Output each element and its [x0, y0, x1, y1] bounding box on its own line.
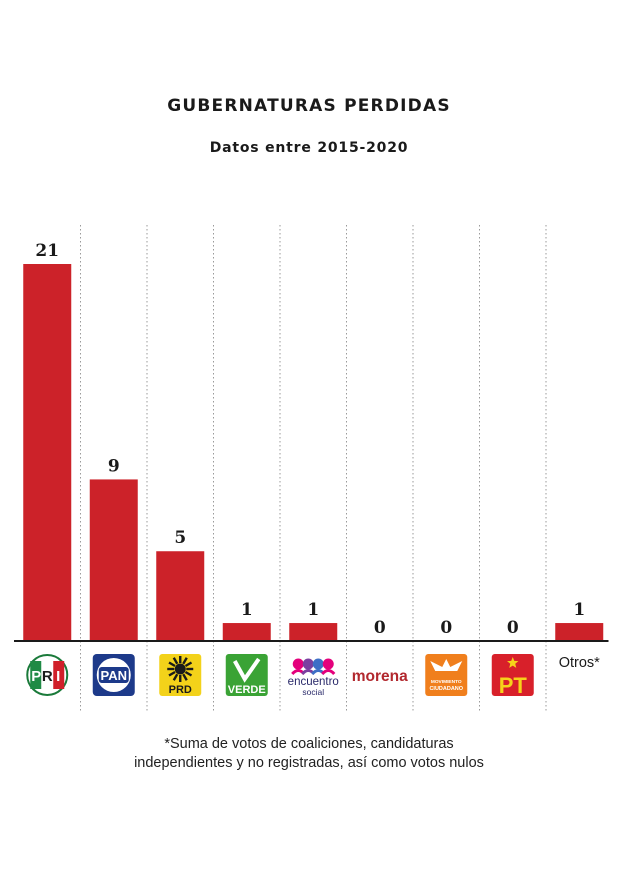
pri-logo-red — [53, 661, 65, 689]
chart-subtitle: Datos entre 2015-2020 — [209, 140, 409, 156]
footnote: *Suma de votos de coaliciones, candidatu… — [0, 735, 618, 773]
encuentro-logo-figure — [322, 658, 334, 670]
verde-logo-text: VERDE — [228, 684, 266, 696]
bar-3 — [156, 551, 205, 641]
movimiento-logo-text2: CIUDADANO — [429, 686, 463, 692]
prd-logo-ray — [182, 673, 188, 681]
bar-1 — [23, 264, 72, 641]
prd-logo-ray — [168, 670, 176, 677]
pri-logo-letter: R — [42, 668, 53, 685]
prd-logo-ray — [184, 661, 193, 668]
prd-logo-ray — [184, 670, 193, 677]
pt-logo-star — [507, 657, 519, 668]
prd-logo-text: PRD — [169, 684, 192, 696]
pri-logo-green — [30, 661, 42, 689]
pt-logo-text: PT — [499, 673, 528, 698]
encuentro-logo-figure — [312, 658, 324, 670]
bar-9 — [555, 623, 604, 641]
chart-title: GUBERNATURAS PERDIDAS — [167, 96, 451, 116]
otros-label: Otros* — [559, 655, 600, 671]
value-label: 5 — [174, 528, 186, 548]
encuentro-logo-body — [321, 669, 336, 676]
movimiento-logo-text: MOVIMIENTO — [431, 679, 462, 685]
encuentro-logo-subtext: social — [302, 687, 324, 697]
verde-logo-check — [233, 657, 261, 683]
value-label: 0 — [440, 618, 452, 638]
pan-logo-band — [98, 667, 129, 683]
footnote-line-2: independientes y no registradas, así com… — [134, 755, 484, 771]
prd-logo-sun — [174, 663, 186, 675]
morena-logo: morena — [352, 668, 408, 685]
value-label: 0 — [374, 618, 386, 638]
encuentro-logo-figure — [292, 658, 304, 670]
movimiento-logo-eagle — [430, 659, 463, 671]
pan-logo-text: PAN — [101, 668, 127, 683]
footnote-line-1: *Suma de votos de coaliciones, candidatu… — [164, 736, 454, 752]
prd-logo-ray — [172, 673, 179, 681]
value-label: 0 — [507, 618, 519, 638]
encuentro-logo-figure — [302, 658, 314, 670]
pt-logo — [491, 654, 534, 696]
prd-logo-ray — [168, 661, 176, 668]
bar-5 — [289, 623, 338, 641]
pri-logo-letter: P — [31, 668, 41, 685]
pri-logo-letter: I — [56, 668, 60, 685]
prd-logo-ray — [182, 657, 188, 665]
value-label: 9 — [108, 456, 120, 476]
value-label: 1 — [241, 600, 253, 620]
bar-4 — [222, 623, 271, 641]
prd-logo-ray — [172, 657, 179, 665]
bar-2 — [89, 479, 138, 641]
value-label: 1 — [573, 600, 585, 620]
encuentro-logo-text: encuentro — [288, 676, 339, 688]
value-label: 1 — [307, 600, 319, 620]
value-label: 21 — [35, 241, 59, 261]
